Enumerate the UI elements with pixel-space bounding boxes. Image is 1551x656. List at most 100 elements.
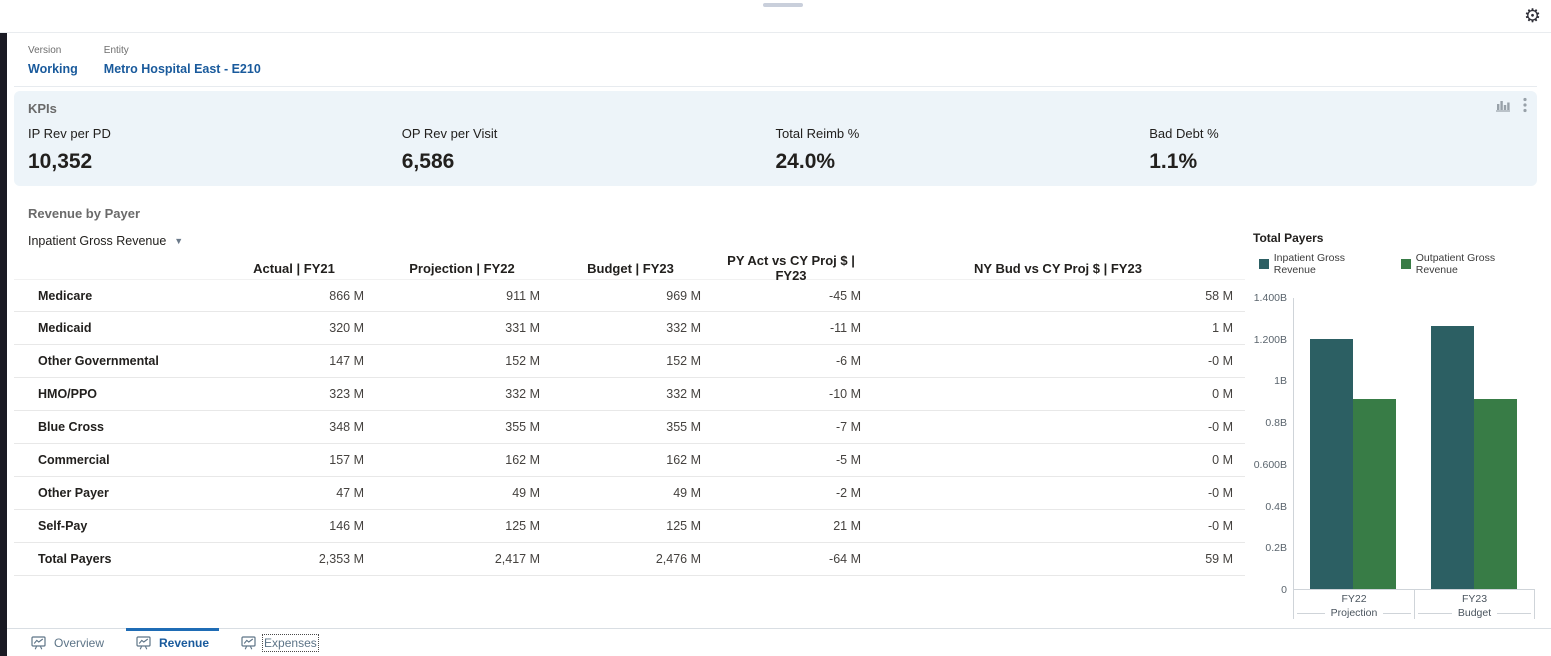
table-cell: 125 M — [505, 519, 540, 533]
tab-expenses[interactable]: Expenses — [235, 629, 323, 656]
table-cell: 49 M — [673, 486, 701, 500]
pov-version: Version Working — [28, 45, 78, 76]
bar-chart-icon[interactable] — [1495, 98, 1511, 112]
y-tick-label: 0.4B — [1265, 500, 1287, 513]
table-cell: -11 M — [829, 321, 861, 335]
table-column-header: Actual | FY21 — [253, 260, 335, 276]
version-label: Version — [28, 45, 62, 56]
table-cell: -7 M — [836, 420, 861, 434]
legend-swatch-icon — [1401, 259, 1411, 269]
table-column-header: Projection | FY22 — [409, 260, 515, 276]
kpi-panel-toolbar — [1495, 97, 1527, 113]
kpi-item: OP Rev per Visit 6,586 — [402, 126, 776, 174]
table-cell: 2,353 M — [318, 552, 364, 566]
bottom-tab-bar: Overview Revenue Expenses — [7, 628, 1551, 656]
tab-label: Expenses — [262, 633, 319, 652]
content-area: Version Working Entity Metro Hospital Ea… — [14, 33, 1537, 619]
table-cell: -2 M — [836, 486, 861, 500]
row-label: Total Payers — [38, 552, 112, 566]
plot-row: 1.400B 1.200B 1B 0.8B 0.600B 0.4B 0.2B 0 — [1245, 292, 1537, 596]
table-cell: 332 M — [666, 321, 701, 335]
row-label: Other Governmental — [38, 354, 159, 368]
row-label: Medicaid — [38, 321, 92, 335]
table-cell: 162 M — [505, 453, 540, 467]
table-cell: 2,417 M — [494, 552, 540, 566]
table-row: Medicaid 320 M 331 M 332 M -11 M 1 M — [14, 312, 1245, 345]
table-cell: 355 M — [666, 420, 701, 434]
chart-title: Total Payers — [1253, 231, 1324, 245]
y-axis: 1.400B 1.200B 1B 0.8B 0.600B 0.4B 0.2B 0 — [1245, 292, 1293, 596]
legend-label: Inpatient Gross Revenue — [1273, 252, 1345, 276]
kpi-panel: KPIs IP Rev per PD 10,352 OP Rev per Visit… — [14, 91, 1537, 186]
table-cell: 355 M — [505, 420, 540, 434]
left-rail — [0, 33, 7, 656]
pov-bar: Version Working Entity Metro Hospital Ea… — [14, 33, 1537, 86]
legend-item[interactable]: Outpatient Gross Revenue — [1401, 252, 1537, 276]
table-row: Total Payers 2,353 M 2,417 M 2,476 M -64 M 59… — [14, 543, 1245, 576]
kpi-grid: IP Rev per PD 10,352 OP Rev per Visit 6,586… — [28, 126, 1523, 174]
dashboard-tab-icon — [241, 635, 256, 649]
legend-item[interactable]: Inpatient Gross Revenue — [1259, 252, 1387, 276]
table-cell: 0 M — [1212, 453, 1233, 467]
table-cell: -0 M — [1208, 519, 1233, 533]
row-label: Self-Pay — [38, 519, 88, 533]
table-cell: 911 M — [506, 288, 540, 303]
table-cell: 152 M — [666, 354, 701, 368]
table-cell: 146 M — [329, 519, 364, 533]
kebab-menu-icon[interactable] — [1523, 97, 1527, 113]
table-cell: 331 M — [505, 321, 540, 335]
x-axis-year-label: FY23 — [1461, 593, 1488, 605]
table-cell: 1 M — [1212, 321, 1233, 335]
top-bar: ⚙ — [0, 0, 1551, 33]
chart-bar-inpatient[interactable] — [1310, 338, 1353, 589]
measure-dropdown[interactable]: Inpatient Gross Revenue ▼ — [28, 229, 183, 253]
version-value-link[interactable]: Working — [28, 62, 78, 76]
section-title: Revenue by Payer — [28, 206, 141, 221]
chart-bar-inpatient[interactable] — [1431, 326, 1474, 589]
x-axis-group: FY22 Projection — [1293, 590, 1414, 619]
x-axis: FY22 Projection FY23 Budget — [1293, 590, 1535, 619]
table-row: Blue Cross 348 M 355 M 355 M -7 M -0 M — [14, 411, 1245, 444]
legend-label: Outpatient Gross Revenue — [1415, 252, 1496, 276]
kpi-item: Total Reimb % 24.0% — [776, 126, 1150, 174]
main-row: Inpatient Gross Revenue ▼ Actual | FY21 P… — [14, 229, 1537, 619]
table-cell: 21 M — [833, 519, 861, 533]
tab-label: Revenue — [159, 635, 210, 650]
table-cell: 866 M — [329, 288, 364, 303]
y-tick-label: 1B — [1274, 375, 1287, 388]
table-cell: 47 M — [336, 486, 364, 500]
y-tick-label: 0.600B — [1253, 458, 1287, 471]
table-row: Commercial 157 M 162 M 162 M -5 M 0 M — [14, 444, 1245, 477]
table-cell: 323 M — [329, 387, 364, 401]
row-label: Commercial — [38, 453, 110, 467]
measure-dropdown-value: Inpatient Gross Revenue — [28, 234, 167, 248]
gear-icon[interactable]: ⚙ — [1523, 6, 1541, 27]
pov-entity: Entity Metro Hospital East - E210 — [104, 45, 261, 76]
tab-overview[interactable]: Overview — [25, 629, 110, 656]
kpi-label: Total Reimb % — [775, 126, 860, 141]
kpi-label: IP Rev per PD — [28, 126, 111, 141]
table-cell: -0 M — [1208, 354, 1233, 368]
table-column-header: PY Act vs CY Proj $ | FY23 — [727, 253, 855, 283]
chart-bar-outpatient[interactable] — [1353, 399, 1396, 589]
chart-bar-outpatient[interactable] — [1474, 399, 1517, 589]
row-label: HMO/PPO — [38, 387, 98, 401]
y-tick-label: 1.200B — [1253, 333, 1287, 346]
x-axis-group: FY23 Budget — [1414, 590, 1535, 619]
table-cell: -64 M — [829, 552, 861, 566]
table-cell: 332 M — [505, 387, 540, 401]
drag-handle[interactable] — [763, 3, 803, 7]
table-cell: 320 M — [329, 321, 364, 335]
chart-panel: Total Payers Inpatient Gross Revenue Outp… — [1245, 229, 1537, 619]
kpi-label: Bad Debt % — [1149, 126, 1219, 141]
table-column-header: Budget | FY23 — [587, 260, 674, 276]
table-column: Inpatient Gross Revenue ▼ Actual | FY21 P… — [14, 229, 1245, 619]
kpi-label: OP Rev per Visit — [401, 126, 498, 141]
tab-revenue[interactable]: Revenue — [126, 628, 220, 656]
x-axis-scenario-label: Budget — [1415, 607, 1534, 619]
table-cell: 969 M — [666, 288, 701, 303]
table-row: HMO/PPO 323 M 332 M 332 M -10 M 0 M — [14, 378, 1245, 411]
row-label: Other Payer — [38, 486, 109, 500]
entity-value-link[interactable]: Metro Hospital East - E210 — [103, 62, 261, 76]
